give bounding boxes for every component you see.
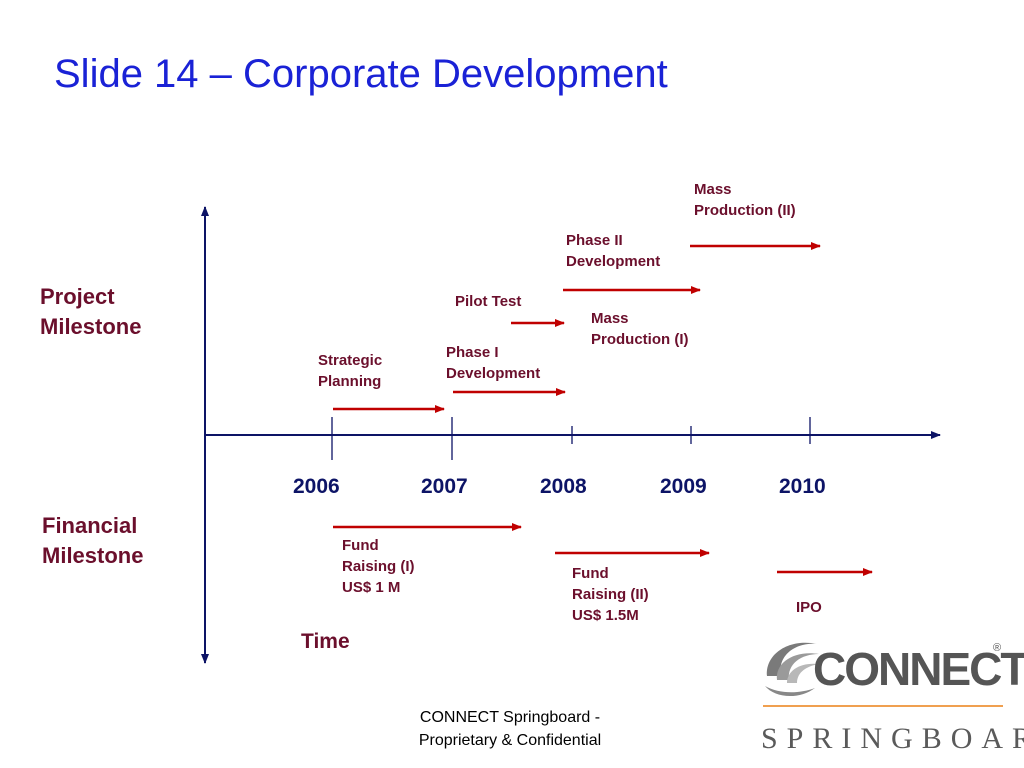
milestone-line: US$ 1 M — [342, 579, 401, 596]
project-milestone-label-line-2: Milestone — [40, 314, 142, 339]
milestone-fund-raising-2: Fund Raising (II) US$ 1.5M — [572, 563, 649, 626]
financial-milestone-label: Financial Milestone — [42, 511, 143, 571]
milestone-ipo: IPO — [796, 597, 822, 618]
financial-milestone-label-line-1: Financial — [42, 513, 138, 538]
footer-line-2: Proprietary & Confidential — [418, 732, 602, 749]
connect-springboard-logo: CONNECT ® SPRINGBOARD — [755, 628, 1024, 758]
slide-title: Slide 14 – Corporate Development — [54, 52, 668, 96]
year-label-2010: 2010 — [779, 475, 826, 498]
milestone-line: Planning — [318, 373, 382, 390]
milestone-line: IPO — [796, 599, 822, 616]
milestone-line: Pilot Test — [455, 293, 522, 310]
milestone-line: Raising (II) — [572, 586, 649, 603]
footer-confidential: CONNECT Springboard - Proprietary & Conf… — [370, 706, 650, 752]
milestone-line: Phase II — [566, 232, 623, 249]
milestone-line: Mass — [694, 181, 732, 198]
milestone-line: Development — [566, 253, 661, 270]
financial-milestone-label-line-2: Milestone — [42, 543, 144, 568]
year-label-2007: 2007 — [421, 475, 468, 498]
year-label-2008: 2008 — [540, 475, 587, 498]
milestone-line: Production (II) — [694, 202, 796, 219]
milestone-strategic-planning: Strategic Planning — [318, 350, 382, 392]
project-milestone-label: Project Milestone — [40, 282, 141, 342]
milestone-fund-raising-1: Fund Raising (I) US$ 1 M — [342, 535, 415, 598]
milestone-line: Fund — [342, 537, 379, 554]
milestone-line: Raising (I) — [342, 558, 415, 575]
logo-registered-mark: ® — [993, 642, 1002, 654]
milestone-line: Mass — [591, 310, 629, 327]
milestone-phase-2-development: Phase II Development — [566, 230, 660, 272]
milestone-phase-1-development: Phase I Development — [446, 342, 540, 384]
time-label: Time — [301, 630, 350, 653]
project-milestone-label-line-1: Project — [40, 284, 115, 309]
footer-line-1: CONNECT Springboard - — [419, 709, 601, 726]
milestone-pilot-test: Pilot Test — [455, 291, 521, 312]
year-label-2006: 2006 — [293, 475, 340, 498]
milestone-mass-production-2: Mass Production (II) — [694, 179, 796, 221]
milestone-line: Development — [446, 365, 541, 382]
milestone-line: Strategic — [318, 352, 383, 369]
milestone-line: Fund — [572, 565, 609, 582]
milestone-mass-production-1: Mass Production (I) — [591, 308, 689, 350]
milestone-line: Production (I) — [591, 331, 689, 348]
logo-tagline: SPRINGBOARD — [761, 722, 1024, 755]
logo-divider — [763, 705, 1003, 707]
year-label-2009: 2009 — [660, 475, 707, 498]
milestone-line: Phase I — [446, 344, 499, 361]
milestone-line: US$ 1.5M — [572, 607, 639, 624]
swoosh-icon — [765, 642, 819, 697]
logo-wordmark: CONNECT — [813, 643, 1024, 695]
